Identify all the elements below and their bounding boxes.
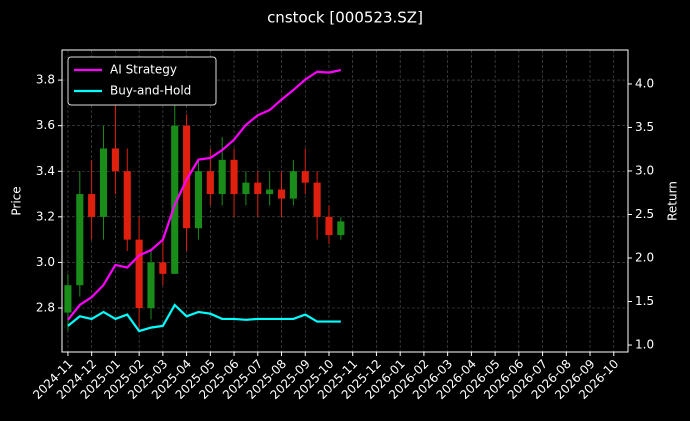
candle-body — [159, 262, 167, 274]
y2-tick-label: 2.5 — [635, 207, 654, 221]
y-tick-label: 3.2 — [36, 209, 55, 223]
candle-body — [325, 216, 333, 236]
return-line — [67, 68, 342, 321]
y2-axis-label: Return — [666, 181, 680, 221]
legend-label: AI Strategy — [110, 63, 177, 77]
y2-tick-label: 1.0 — [635, 338, 654, 352]
candle-body — [135, 239, 143, 309]
chart-title: cnstock [000523.SZ] — [267, 9, 423, 27]
candle-body — [254, 182, 262, 195]
candle-body — [301, 171, 309, 183]
candle-body — [147, 262, 155, 309]
candle-body — [194, 171, 203, 229]
candle-body — [99, 148, 108, 217]
y-tick-label: 3.8 — [36, 73, 55, 87]
candle-body — [277, 189, 286, 199]
y-tick-label: 3.6 — [36, 118, 55, 132]
candle-body — [337, 221, 345, 236]
return-line — [67, 303, 341, 333]
y2-tick-label: 3.0 — [635, 163, 654, 177]
candle-body — [88, 194, 96, 217]
candle-body — [64, 285, 72, 313]
candle-body — [183, 125, 191, 229]
candle-body — [230, 159, 238, 195]
legend-box — [67, 56, 217, 106]
candle-body — [266, 189, 274, 195]
y-tick-label: 3.0 — [36, 255, 55, 269]
y-tick-label: 2.8 — [36, 301, 55, 315]
y2-tick-label: 1.5 — [635, 294, 654, 308]
legend-label: Buy-and-Hold — [110, 84, 191, 98]
candle-body — [313, 182, 321, 217]
plot-frame — [61, 49, 629, 353]
candle-body — [242, 182, 250, 195]
y-axis-label: Price — [10, 186, 24, 215]
candle-body — [206, 171, 214, 195]
candle-body — [218, 159, 226, 195]
y2-tick-label: 4.0 — [635, 76, 654, 90]
candle-body — [289, 171, 297, 199]
y2-tick-label: 3.5 — [635, 120, 654, 134]
y2-tick-label: 2.0 — [635, 251, 654, 265]
candle-body — [76, 194, 84, 286]
candle-body — [171, 125, 179, 274]
candle-body — [123, 171, 131, 240]
candle-body — [111, 148, 119, 172]
y-tick-label: 3.4 — [36, 164, 55, 178]
